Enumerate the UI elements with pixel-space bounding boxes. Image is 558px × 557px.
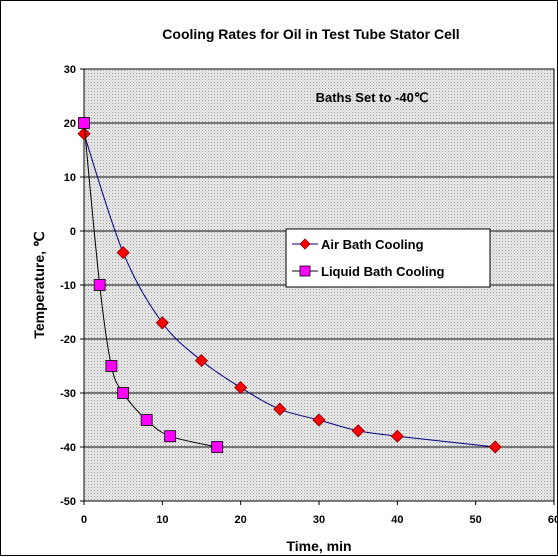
- data-point-liquid: [105, 360, 118, 372]
- data-point-liquid: [78, 117, 90, 129]
- x-tick-label: 30: [313, 514, 325, 526]
- data-point-liquid: [117, 387, 130, 399]
- y-tick-label: -40: [60, 442, 76, 454]
- data-point-air: [77, 127, 91, 141]
- series-group: [77, 117, 502, 454]
- data-point-air: [155, 316, 169, 330]
- data-point-air: [312, 413, 326, 427]
- x-tick-label: 50: [470, 514, 482, 526]
- y-axis-label: Temperature, ℃: [31, 231, 47, 339]
- data-point-liquid: [211, 441, 224, 453]
- x-tick-label: 0: [81, 514, 87, 526]
- series-line-0: [83, 133, 496, 448]
- grid-lines: [84, 122, 554, 448]
- y-tick-label: -50: [60, 496, 76, 508]
- x-tick-label: 60: [548, 514, 558, 526]
- legend: Air Bath Cooling Liquid Bath Cooling: [285, 228, 491, 288]
- legend-label-air: Air Bath Cooling: [321, 237, 424, 252]
- y-tick-label: -20: [60, 334, 76, 346]
- x-tick-label: 10: [156, 514, 168, 526]
- legend-label-liquid: Liquid Bath Cooling: [321, 264, 445, 279]
- y-tick-label: 30: [64, 64, 76, 76]
- data-point-liquid: [164, 430, 177, 443]
- bath-setting-annotation: Baths Set to -40℃: [316, 90, 429, 105]
- data-point-air: [234, 381, 248, 395]
- data-point-liquid: [140, 414, 153, 426]
- y-tick-label: -30: [60, 388, 76, 400]
- axis-ticks: 30 20 10 0 -10 -20 -30 -40 -50 0 10 20 30 40 50 60: [60, 64, 558, 526]
- data-point-air: [488, 440, 502, 454]
- y-tick-label: 20: [64, 118, 76, 130]
- legend-box: [285, 228, 491, 288]
- x-tick-label: 20: [235, 514, 247, 526]
- chart-title: Cooling Rates for Oil in Test Tube Stato…: [162, 26, 459, 42]
- y-tick-label: 10: [64, 172, 76, 184]
- data-point-liquid: [93, 279, 106, 291]
- data-point-air: [116, 246, 130, 260]
- data-point-air: [351, 424, 365, 438]
- data-point-air: [390, 429, 404, 443]
- x-axis-label: Time, min: [286, 538, 351, 554]
- x-tick-label: 40: [391, 514, 403, 526]
- legend-marker-air: [299, 238, 311, 250]
- y-tick-label: -10: [60, 280, 76, 292]
- legend-marker-liquid: [299, 265, 311, 277]
- data-point-air: [273, 402, 287, 416]
- y-tick-label: 0: [70, 226, 76, 238]
- data-point-air: [194, 354, 209, 368]
